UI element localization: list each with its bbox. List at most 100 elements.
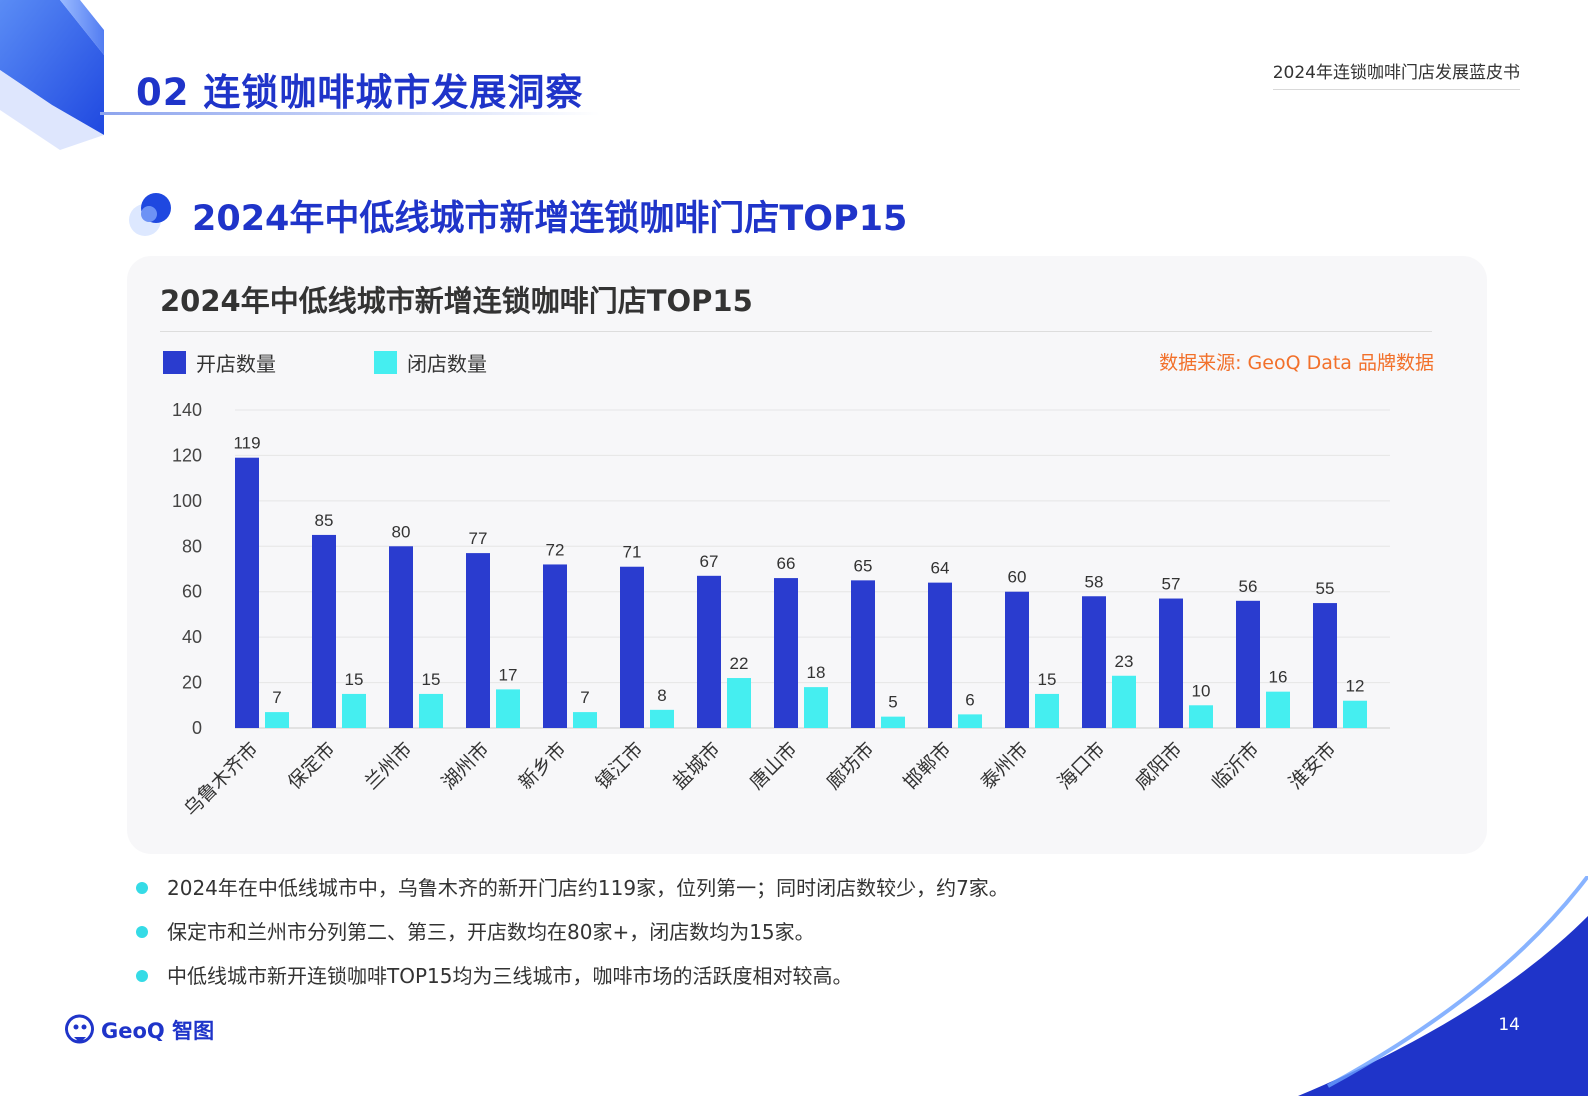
- data-label: 12: [1346, 677, 1365, 696]
- y-tick-label: 60: [182, 582, 202, 602]
- chart-title: 2024年中低线城市新增连锁咖啡门店TOP15: [160, 284, 753, 318]
- data-label: 15: [422, 670, 441, 689]
- section-title: 02 连锁咖啡城市发展洞察: [136, 71, 584, 114]
- data-label: 7: [580, 688, 589, 707]
- bullet-dot-icon: [136, 882, 148, 894]
- data-label: 7: [272, 688, 281, 707]
- x-tick-label: 泰州市: [977, 738, 1033, 794]
- brand-logo: GeoQ 智图: [63, 1013, 214, 1047]
- x-tick-label: 乌鲁木齐市: [180, 738, 263, 821]
- data-label: 22: [730, 654, 749, 673]
- x-tick-label: 盐城市: [669, 738, 725, 794]
- data-label: 23: [1115, 652, 1134, 671]
- bar-chart: 0 20 40 60 80 100 120 140 119 7 乌鲁木齐市 85 15 保定市 80 15 兰州…: [172, 400, 1390, 821]
- y-tick-label: 100: [172, 491, 202, 511]
- bar-open: [312, 534, 336, 728]
- geoq-logo-icon: [65, 1014, 94, 1044]
- bar-open: [1005, 591, 1029, 728]
- data-label: 85: [315, 511, 334, 530]
- bar-close: [496, 689, 520, 728]
- bar-close: [958, 714, 982, 728]
- corner-decoration: [0, 0, 104, 150]
- bar-open: [1082, 596, 1106, 728]
- y-tick-label: 120: [172, 445, 202, 465]
- bar-open: [1236, 600, 1260, 728]
- insight-item: 中低线城市新开连锁咖啡TOP15均为三线城市，咖啡市场的活跃度相对较高。: [136, 961, 1009, 1005]
- legend-item-close: 闭店数量: [374, 349, 487, 376]
- bullet-dot-icon: [136, 970, 148, 982]
- bar-close: [881, 716, 905, 728]
- page-number: 14: [1498, 1015, 1520, 1035]
- bar-close: [1189, 705, 1213, 728]
- data-label: 56: [1239, 577, 1258, 596]
- data-label: 6: [965, 690, 974, 709]
- bar-open: [928, 582, 952, 728]
- data-label: 10: [1192, 681, 1211, 700]
- bar-close: [727, 678, 751, 728]
- bullet-dot-icon: [136, 926, 148, 938]
- data-label: 67: [700, 552, 719, 571]
- bar-close: [265, 712, 289, 728]
- corner-wave-decoration: [1298, 876, 1588, 1096]
- data-label: 64: [931, 559, 950, 578]
- bar-close: [419, 693, 443, 728]
- bar-close: [573, 712, 597, 728]
- bar-open: [620, 566, 644, 728]
- y-tick-label: 140: [172, 400, 202, 420]
- insight-item: 2024年在中低线城市中，乌鲁木齐的新开门店约119家，位列第一；同时闭店数较少…: [136, 873, 1009, 917]
- bar-close: [1266, 691, 1290, 728]
- bar-open: [851, 580, 875, 728]
- insight-list: 2024年在中低线城市中，乌鲁木齐的新开门店约119家，位列第一；同时闭店数较少…: [136, 873, 1009, 1005]
- data-label: 15: [345, 670, 364, 689]
- data-label: 57: [1162, 575, 1181, 594]
- insight-item: 保定市和兰州市分列第二、第三，开店数均在80家+，闭店数均为15家。: [136, 917, 1009, 961]
- x-tick-label: 廊坊市: [823, 738, 879, 794]
- bar-open: [543, 564, 567, 728]
- chart-card: [127, 256, 1487, 854]
- y-tick-label: 80: [182, 536, 202, 556]
- legend-label-close: 闭店数量: [407, 351, 487, 376]
- data-label: 77: [469, 529, 488, 548]
- bar-open: [697, 575, 721, 728]
- slide-title: 2024年中低线城市新增连锁咖啡门店TOP15: [192, 199, 908, 239]
- legend-swatch-open: [163, 350, 186, 374]
- data-label: 8: [657, 686, 666, 705]
- bar-open: [774, 578, 798, 728]
- data-label: 16: [1269, 668, 1288, 687]
- section-underline: [100, 112, 600, 115]
- bar-open: [235, 457, 259, 728]
- data-label: 65: [854, 556, 873, 575]
- x-tick-label: 邯郸市: [900, 738, 956, 794]
- data-source-note: 数据来源: GeoQ Data 品牌数据: [1159, 352, 1434, 374]
- data-label: 80: [392, 522, 411, 541]
- y-tick-label: 20: [182, 673, 202, 693]
- chart-divider: [160, 331, 1432, 332]
- x-tick-label: 咸阳市: [1131, 738, 1187, 794]
- data-label: 119: [233, 434, 260, 453]
- bar-close: [342, 693, 366, 728]
- x-tick-label: 新乡市: [515, 738, 571, 794]
- data-label: 55: [1316, 579, 1335, 598]
- x-tick-label: 镇江市: [592, 738, 648, 794]
- legend-swatch-close: [374, 350, 397, 374]
- data-label: 17: [499, 665, 518, 684]
- x-tick-label: 兰州市: [361, 738, 417, 794]
- data-label: 15: [1038, 670, 1057, 689]
- legend-item-open: 开店数量: [163, 349, 276, 376]
- bar-close: [1112, 675, 1136, 728]
- x-tick-label: 海口市: [1054, 738, 1110, 794]
- y-tick-label: 0: [192, 718, 202, 738]
- x-tick-label: 保定市: [284, 738, 340, 794]
- data-label: 72: [546, 540, 565, 559]
- title-bullet-icon: [129, 193, 171, 236]
- bar-close: [804, 687, 828, 728]
- data-label: 60: [1008, 568, 1027, 587]
- y-tick-label: 40: [182, 627, 202, 647]
- bar-open: [1313, 603, 1337, 728]
- brand-name: GeoQ 智图: [101, 1019, 215, 1043]
- x-tick-label: 湖州市: [438, 738, 494, 794]
- bar-open: [466, 553, 490, 728]
- data-label: 58: [1085, 572, 1104, 591]
- document-title: 2024年连锁咖啡门店发展蓝皮书: [1272, 58, 1520, 90]
- bar-open: [1159, 598, 1183, 728]
